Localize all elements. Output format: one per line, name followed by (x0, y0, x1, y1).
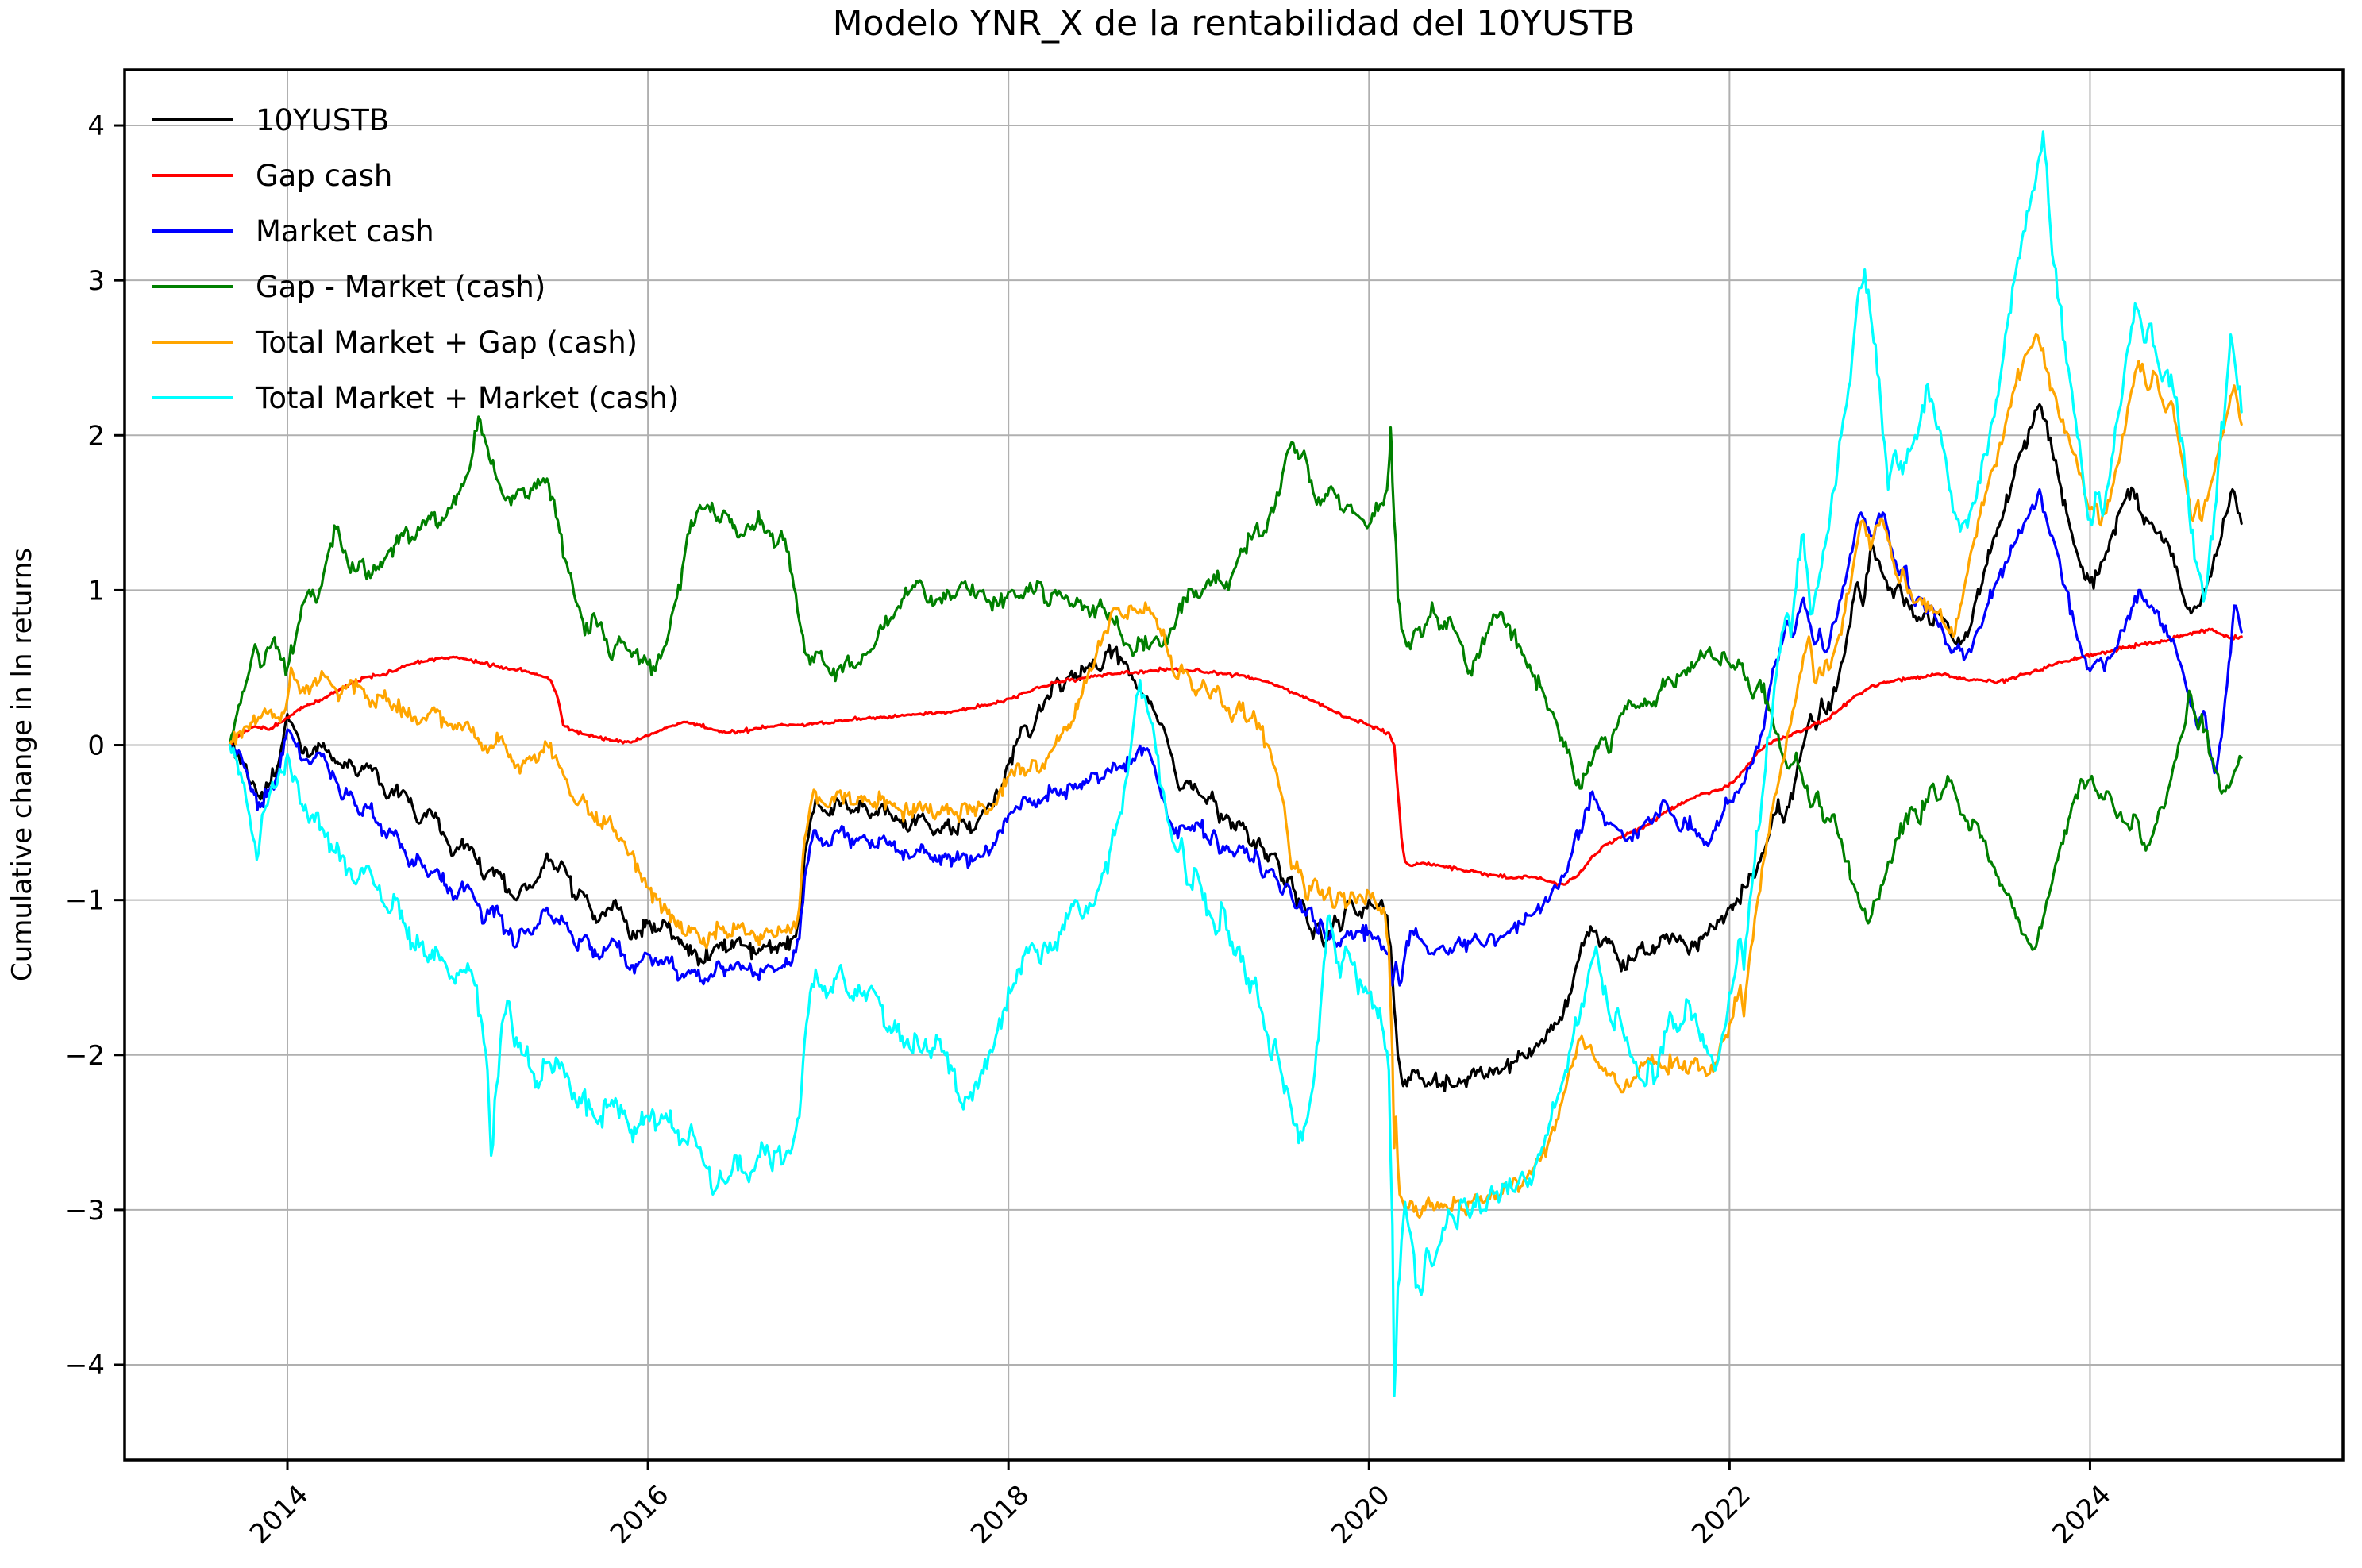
series-line-market-cash (228, 487, 2243, 987)
y-tick-label: −2 (65, 1040, 105, 1072)
y-tick-label: 4 (87, 110, 105, 142)
legend-swatch-gap-cash (152, 174, 233, 177)
plot-border (123, 68, 2345, 1462)
legend-swatch-10yustb (152, 118, 233, 121)
x-tick-label: 2018 (965, 1479, 1035, 1550)
legend-item: Gap - Market (cash) (152, 259, 679, 314)
y-tick-label: 2 (87, 420, 105, 452)
chart-title: Modelo YNR_X de la rentabilidad del 10YU… (832, 3, 1636, 44)
series-line-10yustb (228, 403, 2243, 1093)
legend-item: Total Market + Market (cash) (152, 370, 679, 426)
x-tick-label: 2022 (1686, 1479, 1756, 1550)
series-line-gap-cash (228, 627, 2243, 887)
y-tick-label: 1 (87, 575, 105, 607)
x-tick-label: 2020 (1325, 1479, 1396, 1550)
legend-swatch-gap-market-cash- (152, 285, 233, 288)
y-tick-label: −1 (65, 885, 105, 917)
legend-swatch-total-market-gap-cash- (152, 341, 233, 344)
series-line-total-market-gap-cash- (228, 333, 2243, 1219)
legend-item: Gap cash (152, 148, 679, 203)
legend-label: Total Market + Market (cash) (256, 380, 680, 415)
legend-swatch-market-cash (152, 229, 233, 233)
series-line-total-market-market-cash- (228, 130, 2243, 1397)
y-tick-label: 3 (87, 265, 105, 297)
legend-item: Total Market + Gap (cash) (152, 314, 679, 370)
legend-label: Market cash (256, 214, 434, 248)
y-axis-label: Cumulative change in ln returns (6, 547, 38, 982)
x-tick-label: 2014 (244, 1479, 314, 1550)
series-line-gap-market-cash- (228, 415, 2243, 951)
legend-label: 10YUSTB (256, 102, 390, 137)
legend-label: Gap - Market (cash) (256, 269, 546, 304)
legend-label: Gap cash (256, 158, 393, 193)
legend-item: Market cash (152, 203, 679, 259)
y-tick-label: −4 (65, 1350, 105, 1381)
legend: 10YUSTB Gap cash Market cash Gap - Market (… (152, 92, 679, 426)
x-tick-label: 2024 (2046, 1479, 2117, 1550)
x-tick-label: 2016 (604, 1479, 675, 1550)
legend-label: Total Market + Gap (cash) (256, 325, 638, 360)
y-tick-label: −3 (65, 1195, 105, 1227)
y-tick-label: 0 (87, 730, 105, 762)
legend-item: 10YUSTB (152, 92, 679, 148)
legend-swatch-total-market-market-cash- (152, 396, 233, 399)
